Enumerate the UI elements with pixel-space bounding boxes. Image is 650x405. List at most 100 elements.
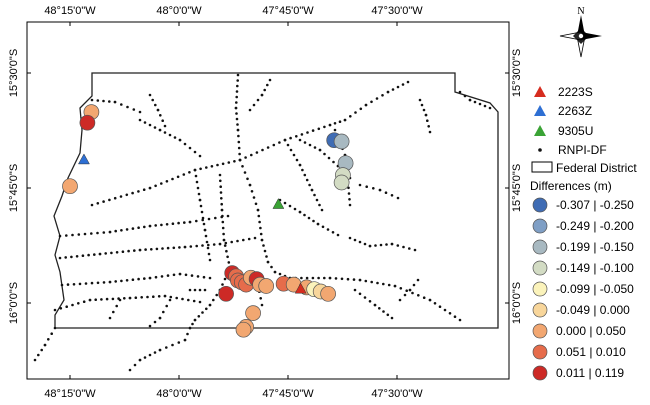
network-dot	[131, 227, 135, 230]
network-dot	[148, 276, 152, 280]
network-dot	[115, 304, 118, 308]
lat-label-left-3: 16°0'0"S	[8, 282, 20, 324]
network-dot	[127, 249, 130, 253]
network-dot	[202, 275, 206, 279]
network-dot	[376, 281, 379, 285]
network-dot	[308, 183, 311, 187]
network-dot	[257, 214, 261, 218]
network-dot	[235, 112, 238, 115]
network-dot	[78, 282, 82, 286]
network-dot	[181, 297, 184, 301]
network-dot	[120, 279, 123, 283]
network-dot	[143, 356, 147, 359]
network-dot	[137, 277, 140, 281]
network-dot	[183, 142, 187, 146]
network-dot	[262, 244, 265, 247]
lat-label-right-2: 15°45'0"S	[511, 164, 523, 212]
network-dot	[373, 303, 377, 307]
network-dot	[427, 125, 431, 128]
network-dot	[298, 163, 302, 167]
network-dot	[235, 117, 239, 121]
network-dot	[278, 141, 281, 144]
network-dot	[408, 247, 411, 250]
difference-swatch-icon	[532, 365, 548, 381]
network-dot	[196, 186, 200, 190]
network-dot	[148, 93, 152, 97]
rnpi-df-network	[33, 73, 492, 372]
network-dot	[166, 274, 170, 277]
network-dot	[334, 277, 338, 280]
network-dot	[194, 174, 198, 178]
network-dot	[96, 99, 100, 102]
network-dot	[221, 226, 225, 230]
network-dot	[292, 153, 296, 157]
difference-swatch-icon	[532, 344, 548, 360]
network-dot	[108, 198, 111, 202]
network-dot	[332, 160, 335, 164]
network-dot	[108, 316, 112, 320]
network-dot	[72, 283, 76, 286]
network-dot	[343, 118, 347, 122]
network-dot	[300, 133, 304, 136]
differences-legend-label: -0.307 | -0.250	[556, 198, 634, 212]
network-dot	[71, 233, 74, 237]
difference-point	[62, 178, 78, 195]
network-dot	[260, 93, 264, 97]
network-dot	[161, 247, 164, 250]
network-dot	[259, 297, 263, 300]
network-dot	[190, 274, 194, 277]
network-dot	[189, 245, 193, 248]
network-dot	[148, 123, 152, 127]
network-dot	[154, 275, 158, 279]
differences-legend-item: 0.000 | 0.050	[532, 323, 626, 339]
network-dot	[212, 243, 216, 246]
network-dot	[248, 183, 252, 187]
network-dot	[153, 126, 157, 129]
network-dot	[77, 302, 80, 305]
network-dot	[473, 100, 477, 104]
network-dot	[187, 298, 190, 302]
differences-legend-label: -0.049 | 0.000	[556, 303, 630, 317]
network-dot	[219, 179, 222, 183]
network-dot	[84, 282, 88, 285]
legend-label-2263z: 2263Z	[558, 104, 592, 118]
network-dot	[428, 298, 432, 302]
network-dot	[207, 243, 210, 247]
network-dot	[268, 78, 272, 82]
network-dot	[138, 248, 142, 252]
network-dot	[333, 128, 337, 132]
network-dot	[102, 281, 106, 284]
network-dot	[323, 125, 326, 129]
lat-label-left-1: 15°30'0"S	[8, 49, 20, 97]
network-dot	[188, 326, 192, 330]
network-dot	[83, 232, 87, 236]
network-dot	[121, 250, 125, 253]
network-dot	[214, 216, 217, 220]
network-dot	[148, 353, 152, 357]
network-dot	[120, 103, 123, 106]
network-dot	[235, 90, 239, 93]
network-dot	[125, 279, 129, 282]
network-dot	[352, 278, 356, 281]
network-dot	[184, 273, 188, 277]
legend-label-federal-district: Federal District	[556, 161, 637, 175]
lon-label-top-1: 48°15'0"W	[44, 5, 96, 17]
network-dot	[155, 247, 159, 251]
network-dot	[424, 113, 428, 117]
network-dot	[138, 118, 142, 122]
network-dot	[233, 160, 236, 163]
network-dot	[417, 294, 420, 297]
network-dot	[386, 90, 390, 94]
network-dot	[128, 368, 132, 372]
network-dot	[448, 312, 452, 315]
network-dot	[163, 294, 167, 298]
network-dot	[370, 100, 373, 104]
network-dot	[168, 298, 172, 302]
network-dot	[196, 275, 200, 278]
network-dot	[303, 213, 306, 217]
network-dot	[386, 313, 390, 317]
differences-legend-label: 0.051 | 0.010	[556, 345, 626, 359]
network-dot	[422, 296, 426, 300]
network-dot	[197, 192, 201, 196]
network-dot	[200, 210, 204, 214]
